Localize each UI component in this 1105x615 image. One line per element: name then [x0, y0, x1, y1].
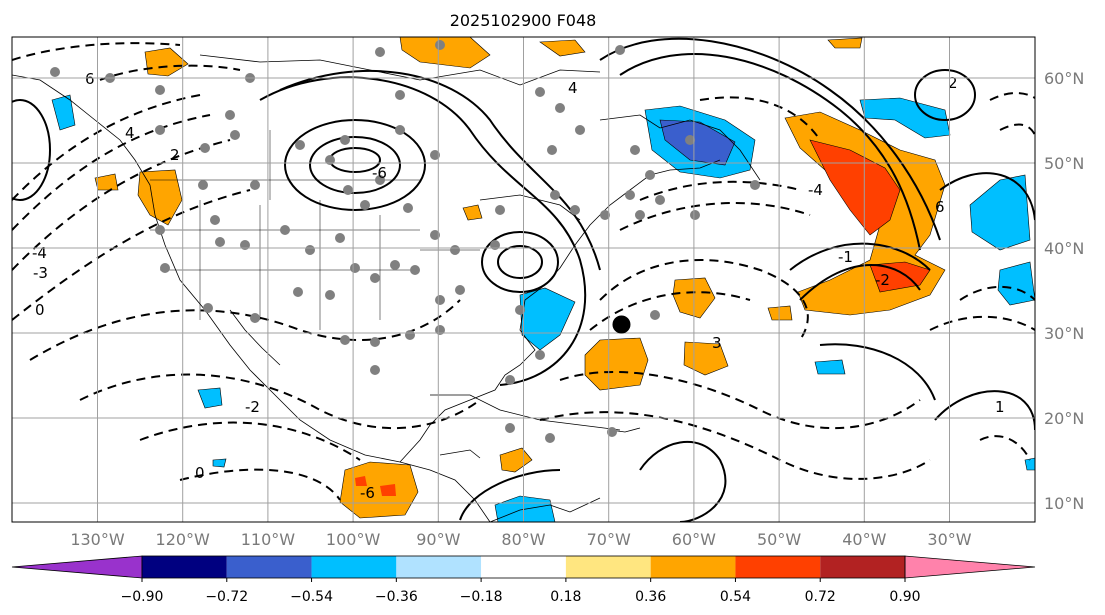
positive-anomaly-region — [767, 305, 793, 321]
strong-positive-anomaly-region — [355, 476, 367, 486]
negative-anomaly-region — [51, 94, 76, 131]
colorbar-tick-label: −0.18 — [460, 589, 503, 605]
longitude-label: 100°W — [326, 530, 381, 549]
positive-anomaly-region — [462, 204, 483, 221]
latitude-label: 20°N — [1044, 409, 1084, 428]
colorbar-tick-label: −0.72 — [205, 589, 248, 605]
contour-label: 6 — [85, 70, 95, 88]
longitude-labels: 130°W 120°W 110°W 100°W 90°W 80°W 70°W 60°W 50°W… — [70, 530, 971, 549]
longitude-label: 80°W — [501, 530, 545, 549]
colorbar-segment — [481, 556, 566, 578]
contour-label: -2 — [245, 398, 260, 416]
latitude-label: 30°N — [1044, 324, 1084, 343]
colorbar-tick-label: −0.54 — [290, 589, 333, 605]
colorbar-tick-label: 0.18 — [550, 589, 581, 605]
colorbar-tick-label: 0.72 — [805, 589, 836, 605]
colorbar-segment — [311, 556, 397, 578]
colorbar-segment — [565, 556, 651, 578]
latitude-label: 10°N — [1044, 494, 1084, 513]
negative-anomaly-region — [197, 387, 223, 409]
longitude-label: 40°W — [842, 530, 886, 549]
contour-label: -1 — [838, 248, 853, 266]
gridlines — [12, 37, 1035, 522]
coastlines — [12, 54, 761, 522]
positive-anomaly-region — [144, 47, 189, 77]
colorbar-segment — [226, 556, 312, 578]
contour-label: 6 — [935, 198, 945, 216]
negative-anomaly-region — [997, 261, 1035, 306]
colorbar-tick-label: −0.36 — [375, 589, 418, 605]
longitude-label: 110°W — [241, 530, 296, 549]
colorbar — [11, 555, 1036, 579]
storm-center-marker[interactable] — [612, 315, 631, 334]
longitude-label: 50°W — [757, 530, 801, 549]
latitude-label: 40°N — [1044, 239, 1084, 258]
positive-anomaly-region — [339, 461, 419, 519]
contour-label: 3 — [712, 334, 722, 352]
positive-anomaly-region — [584, 337, 649, 391]
colorbar-segment — [735, 556, 821, 578]
negative-anomaly-region — [969, 174, 1031, 251]
negative-anomaly-region — [1024, 457, 1035, 471]
contours-solid — [12, 37, 1035, 522]
strong-positive-anomaly-region — [380, 484, 396, 496]
contour-label: -3 — [33, 264, 48, 282]
colorbar-tick-labels: −0.90 −0.72 −0.54 −0.36 −0.18 0.18 0.36 0.54 0.7… — [121, 578, 921, 605]
map-panel[interactable]: 6 4 2 0 -2 -4 -6 -3 3 0 -1 1 -2 2 6 4 -4… — [0, 37, 1035, 522]
longitude-label: 30°W — [927, 530, 971, 549]
latitude-label: 60°N — [1044, 69, 1084, 88]
longitude-label: 90°W — [416, 530, 460, 549]
colorbar-segment — [820, 556, 905, 578]
negative-anomaly-region — [519, 287, 576, 351]
longitude-label: 130°W — [70, 530, 125, 549]
colorbar-segment — [650, 556, 736, 578]
contour-label: 0 — [35, 301, 45, 319]
colorbar-tick-label: −0.90 — [121, 589, 164, 605]
map-border — [11, 36, 1036, 523]
colorbar-segment — [396, 556, 482, 578]
colorbar-tick-label: 0.36 — [635, 589, 666, 605]
latitude-labels: 60°N 50°N 40°N 30°N 20°N 10°N — [1044, 69, 1084, 513]
negative-anomaly-region — [859, 97, 951, 139]
figure-title: 2025102900 F048 — [450, 11, 597, 30]
colorbar-tick-label: 0.90 — [889, 589, 920, 605]
colorbar-tick-label: 0.54 — [720, 589, 751, 605]
contour-label: 1 — [995, 398, 1005, 416]
strong-positive-anomaly-region — [809, 139, 901, 236]
contour-label: 2 — [948, 74, 958, 92]
contour-label: 4 — [125, 124, 135, 142]
positive-anomaly-region — [539, 39, 586, 57]
station-points — [50, 40, 760, 443]
contour-label: -4 — [808, 181, 823, 199]
contour-label: -2 — [875, 271, 890, 289]
contour-label: 0 — [195, 464, 205, 482]
state-borders — [150, 130, 480, 330]
contour-label: 4 — [568, 79, 578, 97]
colorbar-under-extension — [11, 555, 143, 579]
contour-label: -4 — [32, 244, 47, 262]
longitude-label: 60°W — [672, 530, 716, 549]
colorbar-segment — [142, 556, 227, 578]
colorbar-outline — [141, 555, 906, 579]
contour-label: 2 — [170, 146, 180, 164]
contour-label: -6 — [372, 164, 387, 182]
contour-label: -6 — [360, 484, 375, 502]
positive-anomaly-region — [399, 37, 491, 69]
negative-anomaly-region — [814, 359, 846, 375]
positive-anomaly-region — [827, 37, 863, 49]
longitude-label: 70°W — [587, 530, 631, 549]
longitude-label: 120°W — [156, 530, 211, 549]
strong-negative-anomaly-region — [659, 119, 736, 166]
latitude-label: 50°N — [1044, 154, 1084, 173]
positive-anomaly-region — [683, 341, 729, 376]
colorbar-over-extension — [904, 555, 1036, 579]
negative-anomaly-region — [212, 458, 227, 468]
